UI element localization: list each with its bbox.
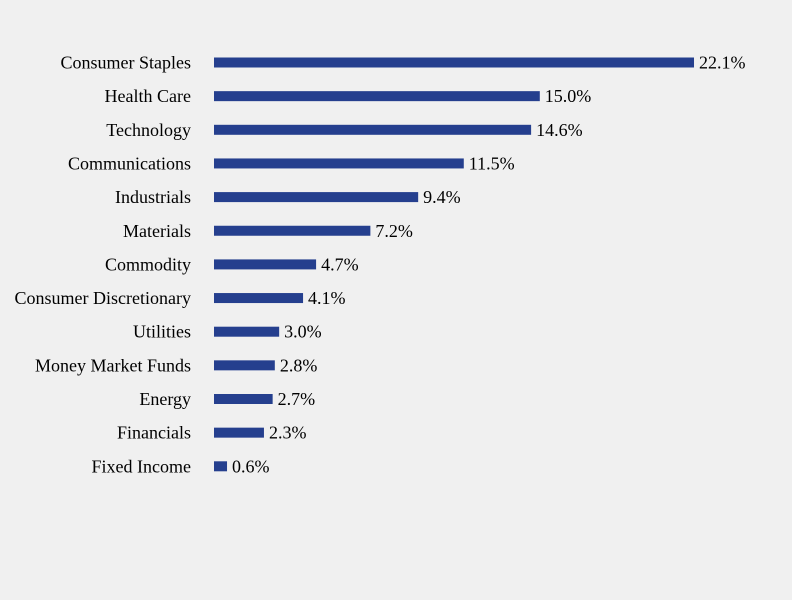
- category-label-money-market-funds: Money Market Funds: [35, 355, 191, 375]
- bar-communications: [214, 158, 464, 169]
- bar-financials: [214, 427, 264, 438]
- category-label-communications: Communications: [68, 153, 191, 173]
- bar-energy: [214, 394, 273, 404]
- value-labels: 22.1% 15.0% 14.6% 11.5% 9.4% 7.2% 4.7% 4.1% 3.0%…: [232, 53, 745, 477]
- bar-utilities: [214, 326, 280, 337]
- category-label-fixed-income: Fixed Income: [92, 456, 191, 476]
- value-label-energy: 2.7%: [278, 389, 316, 409]
- category-label-health-care: Health Care: [105, 86, 191, 106]
- category-label-utilities: Utilities: [133, 322, 191, 342]
- value-label-financials: 2.3%: [269, 423, 307, 443]
- bar-health-care: [214, 91, 540, 102]
- bar-commodity: [214, 259, 317, 270]
- value-label-money-market-funds: 2.8%: [280, 355, 318, 375]
- bar-materials: [214, 225, 371, 236]
- category-label-financials: Financials: [117, 423, 191, 443]
- bar-fixed-income: [214, 461, 228, 472]
- category-label-technology: Technology: [106, 120, 191, 140]
- bar-money-market-funds: [214, 360, 275, 371]
- value-label-materials: 7.2%: [375, 221, 413, 241]
- category-label-energy: Energy: [139, 389, 191, 409]
- bar-consumer-discretionary: [214, 293, 304, 304]
- value-label-technology: 14.6%: [536, 120, 583, 140]
- value-label-consumer-staples: 22.1%: [699, 53, 746, 73]
- value-label-communications: 11.5%: [469, 153, 515, 173]
- bar-consumer-staples: [214, 57, 695, 68]
- bar-industrials: [214, 192, 419, 203]
- category-label-industrials: Industrials: [115, 187, 191, 207]
- value-label-industrials: 9.4%: [423, 187, 461, 207]
- value-label-fixed-income: 0.6%: [232, 456, 269, 476]
- bars: [214, 57, 695, 472]
- value-label-utilities: 3.0%: [284, 322, 322, 342]
- category-label-commodity: Commodity: [105, 254, 191, 274]
- value-label-consumer-discretionary: 4.1%: [308, 288, 346, 308]
- category-label-consumer-discretionary: Consumer Discretionary: [15, 288, 191, 308]
- value-label-health-care: 15.0%: [545, 86, 592, 106]
- category-label-consumer-staples: Consumer Staples: [61, 53, 192, 73]
- category-label-materials: Materials: [123, 221, 191, 241]
- bar-technology: [214, 124, 532, 135]
- value-label-commodity: 4.7%: [321, 254, 359, 274]
- category-labels: Consumer Staples Health Care Technology Com…: [15, 53, 191, 477]
